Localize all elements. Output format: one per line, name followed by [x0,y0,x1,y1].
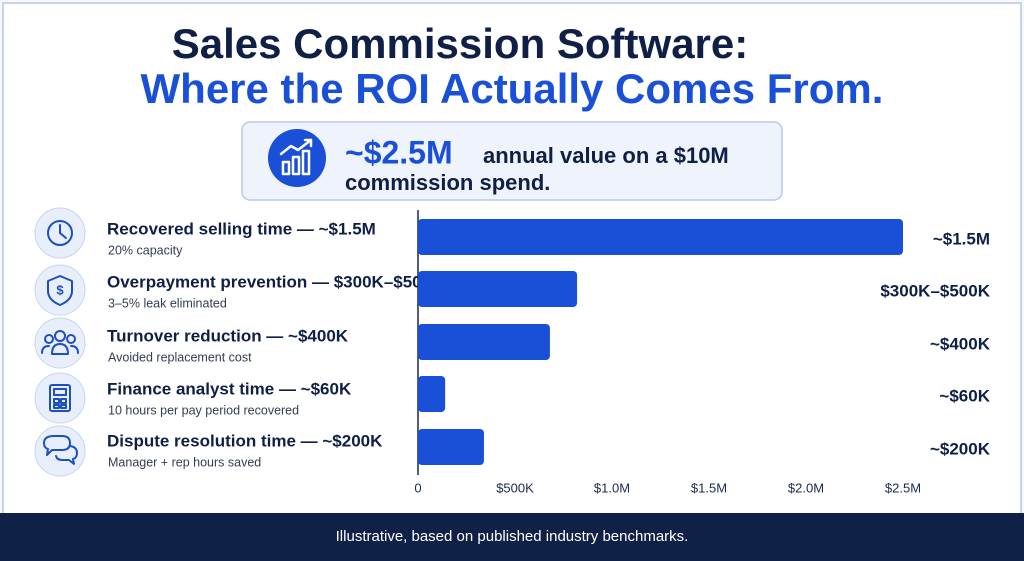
row-note: 3–5% leak eliminated [108,296,227,310]
bar [418,324,550,360]
row-note: Manager + rep hours saved [108,455,261,469]
x-tick-label: $1.0M [594,480,630,495]
row-note: 10 hours per pay period recovered [108,403,299,417]
bar [418,429,484,465]
row-title: Dispute resolution time — ~$200K [107,431,383,450]
bar [418,219,903,255]
x-tick-label: 0 [414,480,421,495]
x-tick-label: $2.0M [788,480,824,495]
amount-label: ~$400K [930,334,991,353]
svg-text:$: $ [56,282,64,297]
x-tick-label: $500K [496,480,534,495]
footer-text: Illustrative, based on published industr… [336,528,689,545]
x-tick-label: $1.5M [691,480,727,495]
bar-chart: 0 $500K $1.0M $1.5M $2.0M $2.5M Recovered sell… [107,219,991,495]
title: Where the ROI Actually Comes From. [141,65,884,112]
callout-text: annual value on a $10M [483,143,729,168]
row-note: 20% capacity [108,243,183,257]
amount-label: ~$1.5M [933,229,990,248]
callout-text: commission spend. [345,170,550,195]
bar [418,271,578,307]
row-icons: $ [34,207,86,477]
amount-label: ~$60K [939,386,990,405]
title: Sales Commission Software: [172,20,749,67]
callout-box [241,121,783,201]
chart-icon [279,138,313,176]
row-title: Turnover reduction — ~$400K [107,326,349,345]
row-title: Recovered selling time — ~$1.5M [107,219,376,238]
footer-band [0,513,1024,561]
row-title: Overpayment prevention — $300K–$500K [107,272,444,291]
bar [418,376,446,412]
x-tick-label: $2.5M [885,480,921,495]
amount-label: ~$200K [930,439,991,458]
callout-amount: ~$2.5M [345,134,453,170]
amount-label: $300K–$500K [880,281,990,300]
row-title: Finance analyst time — ~$60K [107,379,352,398]
row-note: Avoided replacement cost [108,350,252,364]
frame [2,2,1022,524]
